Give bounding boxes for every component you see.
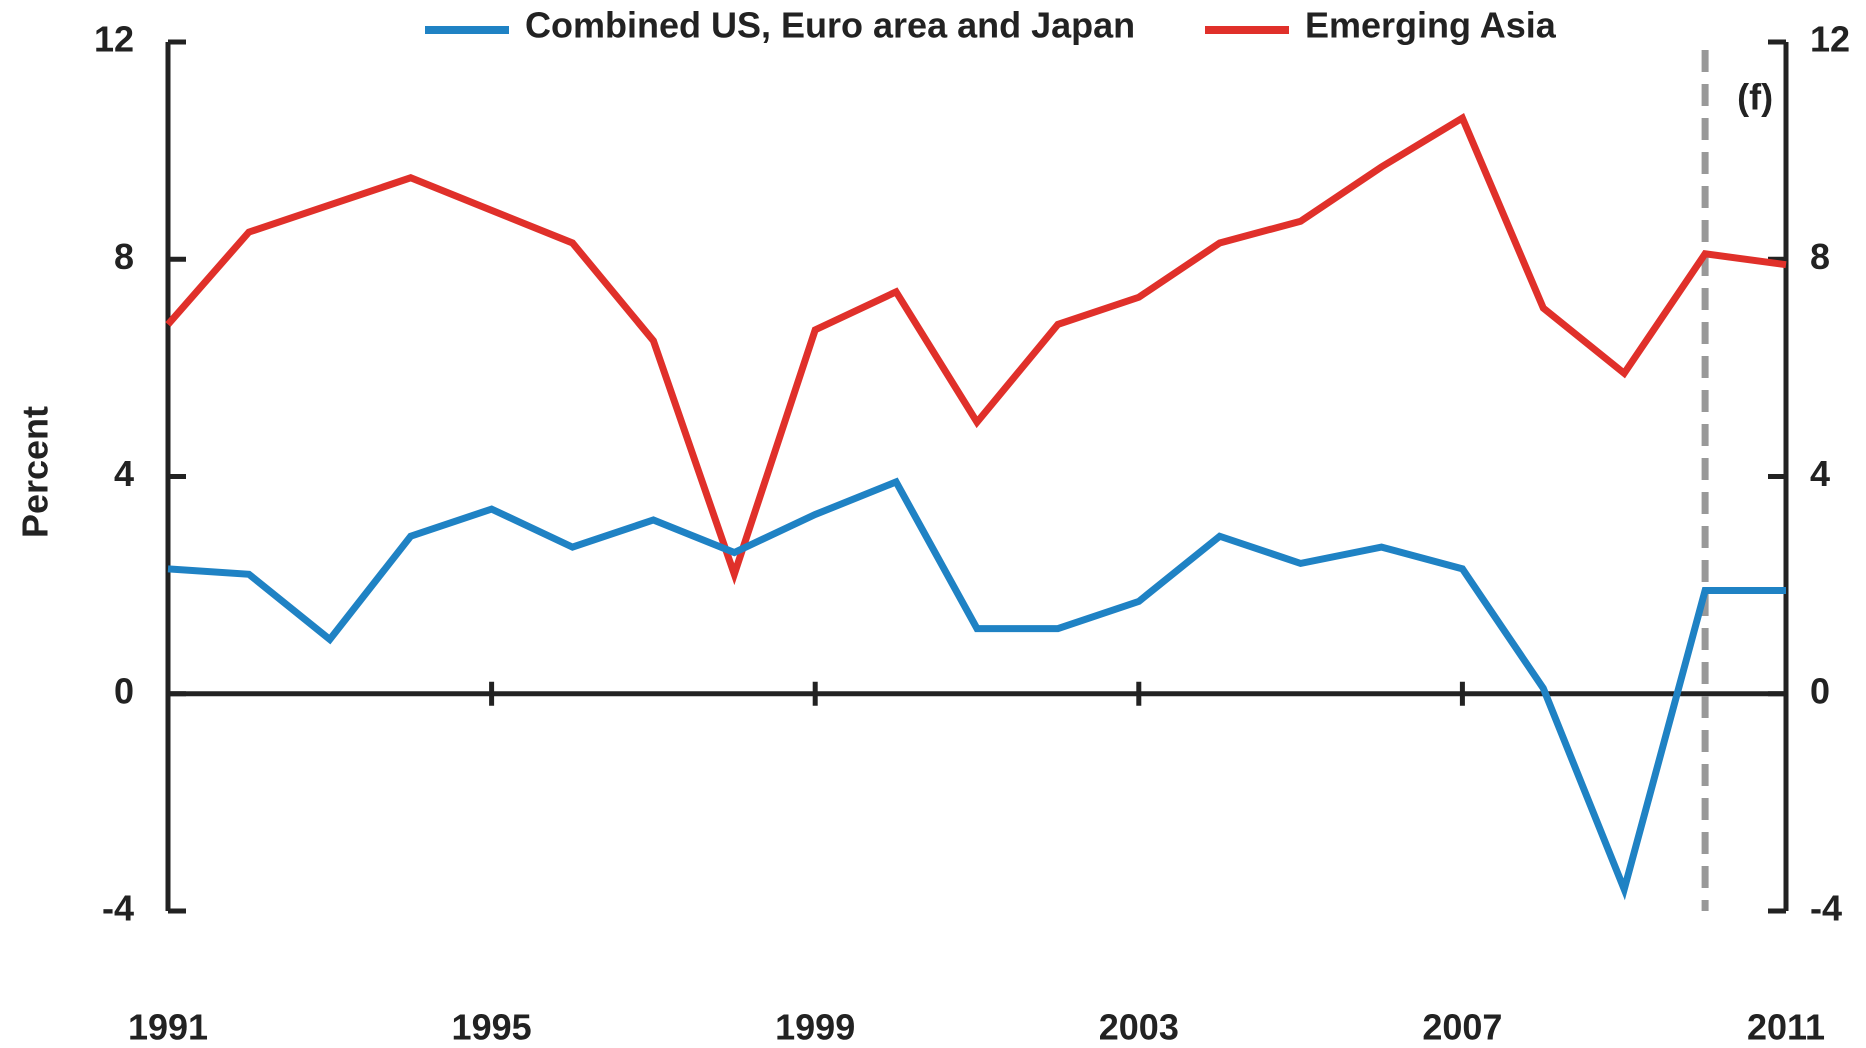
x-tick-label: 1991 (128, 1007, 208, 1048)
y2-tick-label: 4 (1810, 453, 1830, 494)
y2-tick-label: -4 (1810, 888, 1842, 929)
forecast-label: (f) (1737, 77, 1773, 118)
y-axis-label: Percent (15, 406, 56, 538)
y-tick-label: 4 (114, 453, 134, 494)
y-tick-label: 12 (94, 19, 134, 60)
x-tick-label: 1999 (775, 1007, 855, 1048)
series-line (167, 477, 1786, 901)
y-tick-label: 0 (114, 670, 134, 711)
series-line (165, 112, 1787, 586)
y-tick-label: -4 (102, 888, 134, 929)
y2-tick-label: 0 (1810, 670, 1830, 711)
y2-tick-label: 12 (1810, 19, 1850, 60)
x-tick-label: 2007 (1422, 1007, 1502, 1048)
x-tick-label: 1995 (452, 1007, 532, 1048)
y2-tick-label: 8 (1810, 236, 1830, 277)
y-tick-label: 8 (114, 236, 134, 277)
x-tick-label: 2003 (1099, 1007, 1179, 1048)
x-tick-label: 2011 (1747, 1007, 1825, 1048)
legend-label: Emerging Asia (1305, 5, 1557, 46)
legend-label: Combined US, Euro area and Japan (525, 5, 1135, 46)
